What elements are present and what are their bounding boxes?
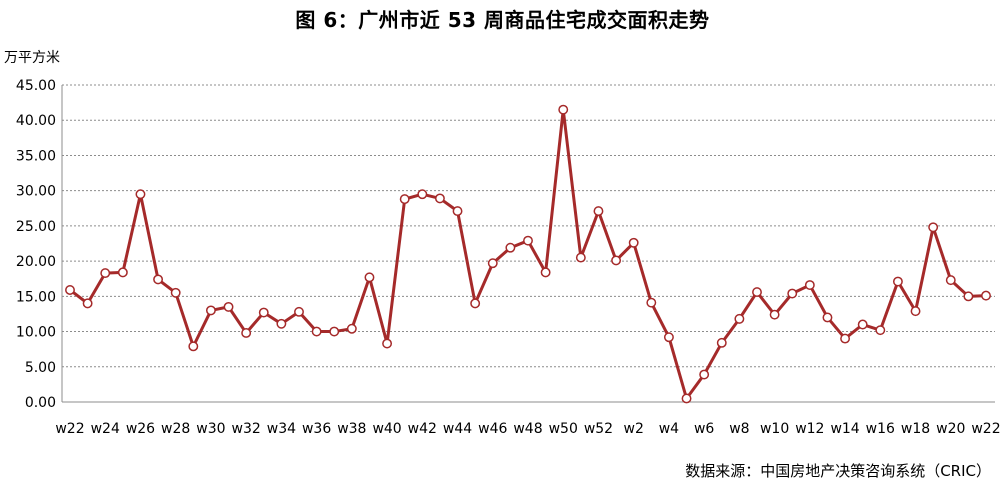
data-point [470,298,481,309]
data-point [487,258,498,269]
data-point [540,267,551,278]
data-point [276,318,287,329]
data-point [699,369,710,380]
data-point [646,297,657,308]
data-point [628,237,639,248]
x-tick-label: w40 [372,421,401,437]
data-point [329,326,340,337]
x-tick-label: w18 [901,421,930,437]
data-point [787,288,798,299]
x-tick-label: w10 [760,421,789,437]
data-point [945,275,956,286]
y-tick-label: 40.00 [16,113,56,129]
x-tick-label: w16 [866,421,895,437]
data-point [452,206,463,217]
data-point [417,189,428,200]
x-tick-label: w6 [694,421,714,437]
x-tick-label: w22 [971,421,1000,437]
data-point [752,287,762,298]
data-point [611,255,622,266]
data-point [117,267,128,278]
y-tick-label: 30.00 [16,184,56,200]
data-point [399,194,410,205]
y-tick-label: 25.00 [16,219,56,235]
x-tick-label: w22 [55,421,84,437]
x-tick-label: w30 [196,421,225,437]
data-point [892,276,903,287]
data-point [558,104,569,115]
data-point [241,328,252,338]
y-tick-label: 5.00 [25,360,56,376]
data-point [153,274,164,285]
data-point [505,242,516,253]
data-point [382,338,393,349]
data-point [875,325,886,336]
x-tick-label: w24 [91,421,120,437]
data-point [910,306,921,317]
y-tick-label: 35.00 [16,148,56,164]
data-point [188,341,199,352]
x-tick-label: w52 [584,421,613,437]
x-tick-label: w14 [830,421,859,437]
x-tick-label: w2 [624,421,644,437]
data-point [294,306,304,317]
data-point [434,193,445,204]
data-point [170,287,181,298]
data-point [82,298,93,309]
x-tick-label: w4 [659,421,679,437]
data-point [734,313,745,324]
data-point [523,235,533,246]
data-point [100,268,111,279]
x-tick-label: w38 [337,421,366,437]
y-tick-label: 0.00 [25,395,56,411]
x-tick-label: w20 [936,421,965,437]
x-tick-label: w8 [729,421,749,437]
y-tick-label: 20.00 [16,254,56,270]
x-tick-label: w34 [267,421,296,437]
source-note: 数据来源：中国房地产决策咨询系统（CRIC） [685,462,991,480]
data-point [205,305,216,316]
data-point [963,291,974,302]
data-point [822,312,833,323]
x-tick-label: w28 [161,421,190,437]
x-tick-label: w50 [549,421,578,437]
data-point [311,326,322,337]
chart-title: 图 6：广州市近 53 周商品住宅成交面积走势 [295,8,710,32]
x-tick-label: w48 [513,421,542,437]
data-point [928,222,939,233]
x-tick-label: w42 [408,421,437,437]
series-line [69,108,987,400]
x-tick-label: w26 [126,421,155,437]
data-point [258,307,269,318]
y-tick-label: 10.00 [16,325,56,341]
data-point [681,393,692,404]
y-tick-label: 15.00 [16,289,56,305]
data-point [364,272,375,283]
x-tick-label: w36 [302,421,331,437]
x-tick-label: w46 [478,421,507,437]
data-point [593,206,604,217]
data-point [663,332,674,343]
data-point [346,323,357,334]
data-point [223,301,234,312]
x-tick-label: w12 [795,421,824,437]
data-point [575,252,586,263]
x-tick-label: w32 [232,421,261,437]
data-point [981,290,991,301]
data-point [65,285,75,295]
y-axis-label: 万平方米 [4,50,60,66]
data-point [804,280,815,291]
data-point [769,309,780,320]
y-tick-label: 45.00 [16,78,56,94]
data-point [840,333,851,344]
data-point [716,337,727,348]
x-tick-label: w44 [443,421,472,437]
data-point [135,189,146,200]
data-point [857,319,868,330]
